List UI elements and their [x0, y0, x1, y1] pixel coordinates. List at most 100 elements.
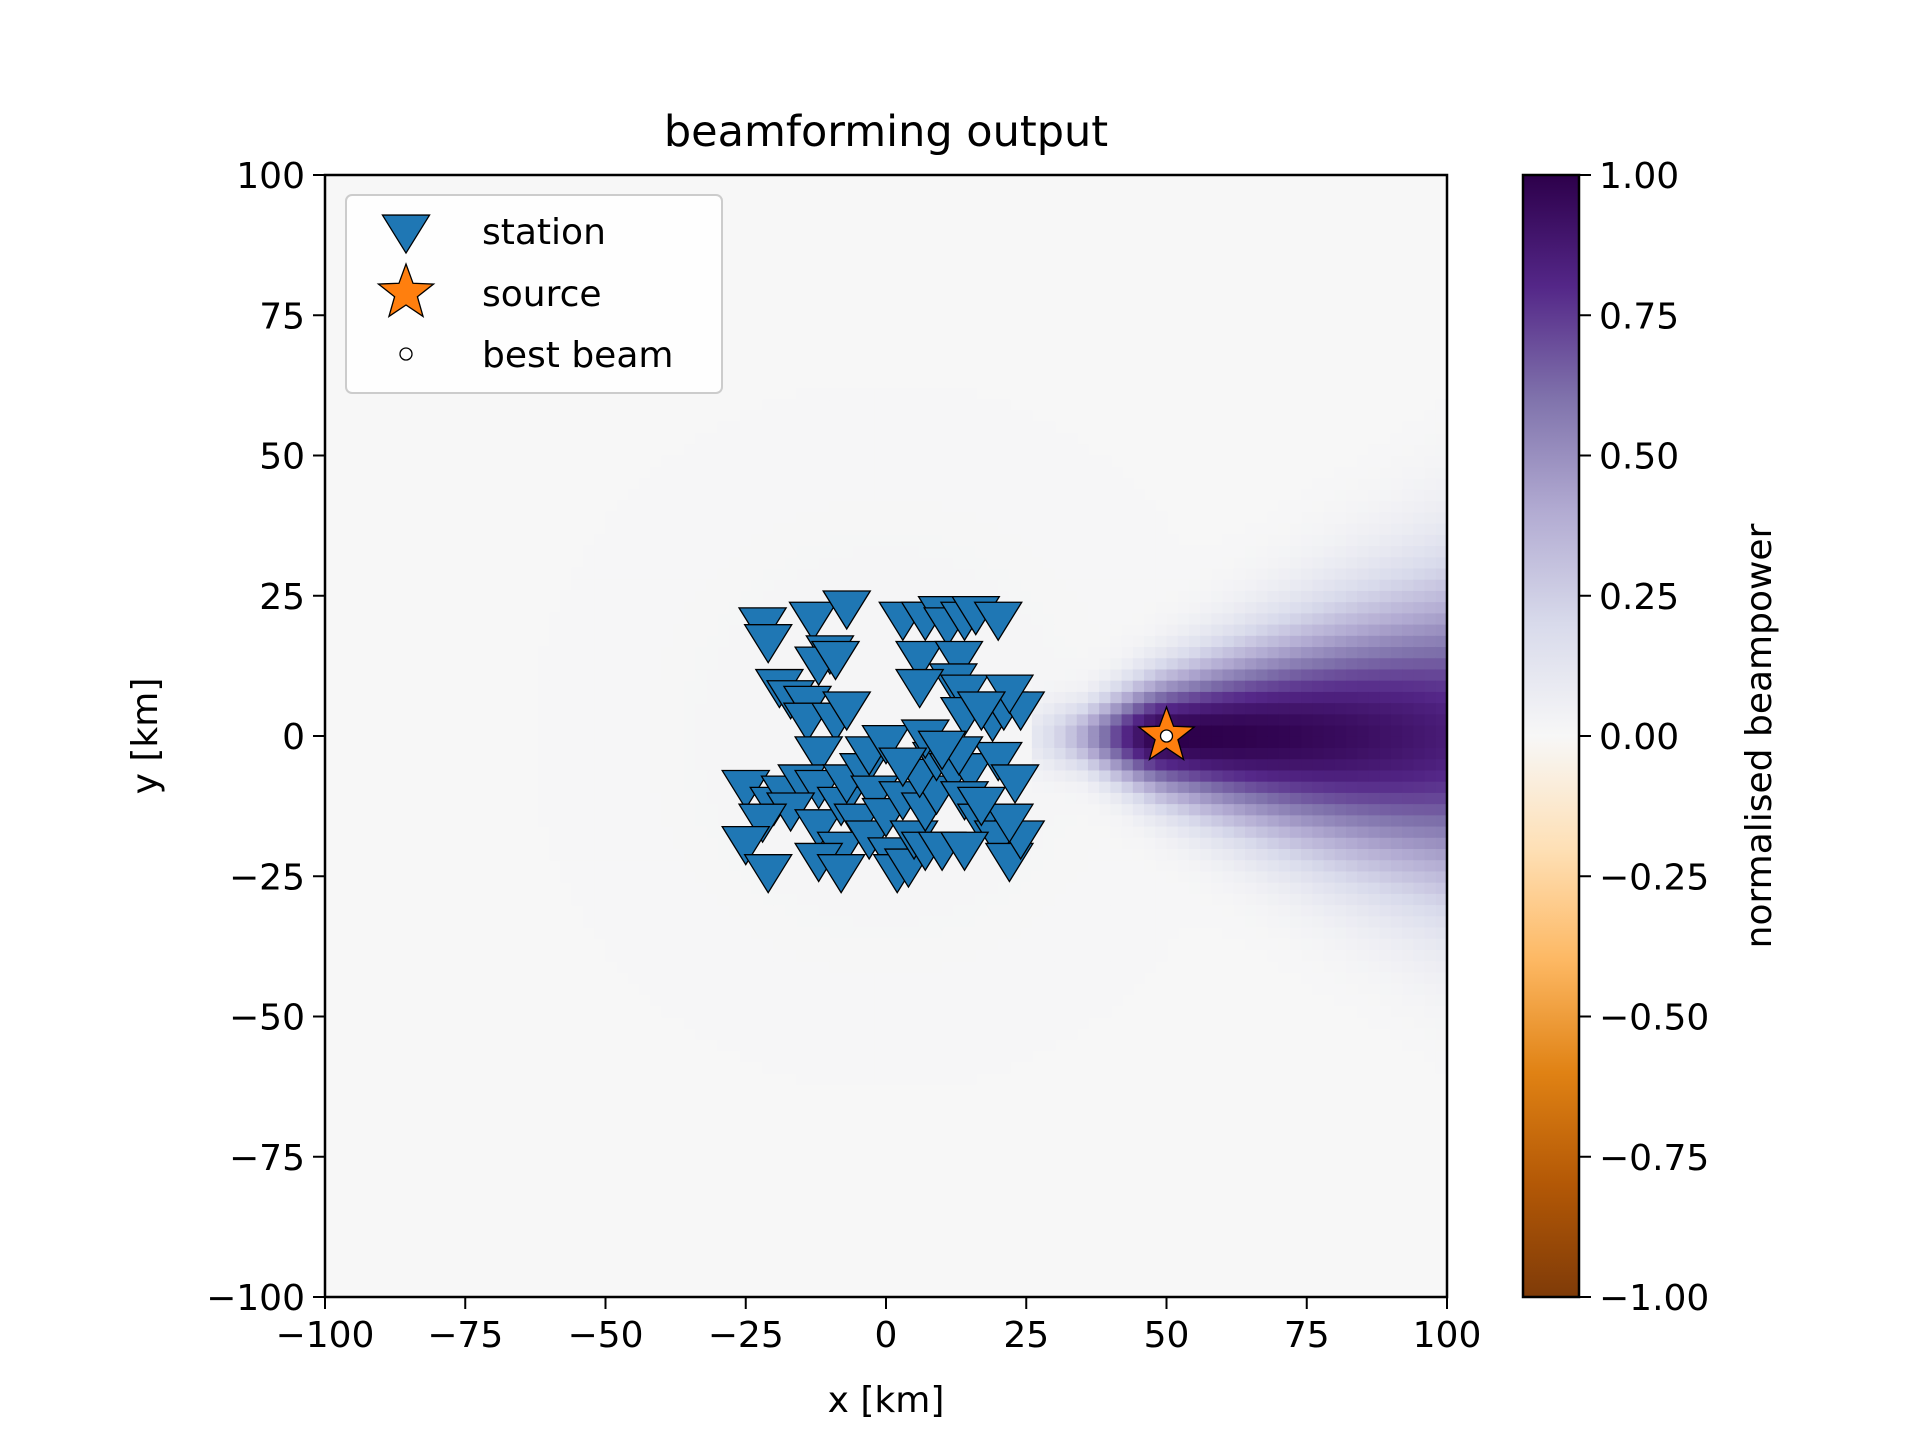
- heatmap-cell: [1312, 904, 1325, 917]
- heatmap-cell: [549, 623, 562, 636]
- heatmap-cell: [1424, 758, 1437, 771]
- heatmap-cell: [897, 578, 910, 591]
- heatmap-cell: [583, 870, 596, 883]
- heatmap-cell: [650, 937, 663, 950]
- heatmap-cell: [1110, 702, 1123, 715]
- heatmap-cell: [627, 915, 640, 928]
- heatmap-cell: [1424, 590, 1437, 603]
- heatmap-cell: [942, 893, 955, 906]
- heatmap-cell: [785, 836, 798, 849]
- heatmap-cell: [897, 399, 910, 412]
- heatmap-cell: [1155, 926, 1168, 939]
- heatmap-cell: [583, 769, 596, 782]
- heatmap-cell: [998, 522, 1011, 535]
- heatmap-cell: [751, 657, 764, 670]
- heatmap-cell: [1121, 747, 1134, 760]
- heatmap-cell: [897, 556, 910, 569]
- heatmap-cell: [695, 433, 708, 446]
- heatmap-cell: [1289, 724, 1302, 737]
- heatmap-cell: [1200, 545, 1213, 558]
- heatmap-cell: [1256, 870, 1269, 883]
- heatmap-cell: [1099, 780, 1112, 793]
- heatmap-cell: [672, 937, 685, 950]
- heatmap-cell: [1323, 601, 1336, 614]
- heatmap-cell: [605, 646, 618, 659]
- heatmap-cell: [1357, 679, 1370, 692]
- heatmap-cell: [1256, 724, 1269, 737]
- heatmap-cell: [616, 747, 629, 760]
- heatmap-cell: [986, 881, 999, 894]
- heatmap-cell: [998, 578, 1011, 591]
- heatmap-cell: [650, 926, 663, 939]
- heatmap-cell: [1009, 960, 1022, 973]
- heatmap-cell: [1267, 578, 1280, 591]
- x-axis-label: x [km]: [828, 1380, 945, 1421]
- heatmap-cell: [661, 736, 674, 749]
- heatmap-cell: [1289, 769, 1302, 782]
- heatmap-cell: [661, 960, 674, 973]
- heatmap-cell: [897, 567, 910, 580]
- heatmap-cell: [986, 433, 999, 446]
- heatmap-cell: [650, 556, 663, 569]
- heatmap-cell: [1334, 657, 1347, 670]
- heatmap-cell: [1256, 904, 1269, 917]
- heatmap-cell: [695, 702, 708, 715]
- heatmap-cell: [751, 1050, 764, 1063]
- heatmap-cell: [695, 926, 708, 939]
- heatmap-cell: [650, 848, 663, 861]
- heatmap-cell: [672, 915, 685, 928]
- heatmap-cell: [874, 881, 887, 894]
- heatmap-cell: [1357, 534, 1370, 547]
- heatmap-cell: [672, 792, 685, 805]
- heatmap-cell: [886, 1005, 899, 1018]
- heatmap-cell: [1054, 635, 1067, 648]
- heatmap-cell: [1110, 937, 1123, 950]
- heatmap-cell: [1155, 870, 1168, 883]
- heatmap-cell: [1267, 668, 1280, 681]
- heatmap-cell: [796, 1005, 809, 1018]
- station-marker: [788, 601, 838, 642]
- heatmap-cell: [796, 433, 809, 446]
- heatmap-cell: [1166, 601, 1179, 614]
- heatmap-cell: [1031, 668, 1044, 681]
- heatmap-cell: [1312, 836, 1325, 849]
- heatmap-cell: [1256, 522, 1269, 535]
- heatmap-cell: [1200, 747, 1213, 760]
- heatmap-cell: [1031, 522, 1044, 535]
- heatmap-cell: [1368, 915, 1381, 928]
- heatmap-cell: [1043, 769, 1056, 782]
- heatmap-cell: [953, 1005, 966, 1018]
- best-beam-marker: [1159, 729, 1174, 743]
- heatmap-cell: [863, 960, 876, 973]
- heatmap-cell: [1031, 904, 1044, 917]
- heatmap-cell: [998, 971, 1011, 984]
- heatmap-cell: [661, 601, 674, 614]
- heatmap-cell: [616, 590, 629, 603]
- heatmap-cell: [627, 691, 640, 704]
- heatmap-cell: [1233, 601, 1246, 614]
- heatmap-cell: [1222, 556, 1235, 569]
- x-tick-label: 100: [1413, 1315, 1482, 1356]
- heatmap-cell: [560, 792, 573, 805]
- heatmap-cell: [571, 769, 584, 782]
- heatmap-cell: [1043, 489, 1056, 502]
- heatmap-cell: [1031, 466, 1044, 479]
- heatmap-cell: [1424, 421, 1437, 434]
- heatmap-cell: [1132, 915, 1145, 928]
- heatmap-cell: [706, 635, 719, 648]
- heatmap-cell: [1076, 679, 1089, 692]
- heatmap-cell: [1076, 949, 1089, 962]
- heatmap-cell: [1065, 893, 1078, 906]
- heatmap-cell: [1020, 410, 1033, 423]
- heatmap-cell: [1289, 702, 1302, 715]
- heatmap-cell: [1413, 926, 1426, 939]
- heatmap-cell: [1099, 982, 1112, 995]
- heatmap-cell: [728, 455, 741, 468]
- heatmap-cell: [1435, 769, 1447, 782]
- heatmap-cell: [1031, 747, 1044, 760]
- heatmap-cell: [672, 567, 685, 580]
- heatmap-cell: [975, 881, 988, 894]
- heatmap-cell: [1334, 736, 1347, 749]
- heatmap-cell: [841, 421, 854, 434]
- heatmap-cell: [1121, 915, 1134, 928]
